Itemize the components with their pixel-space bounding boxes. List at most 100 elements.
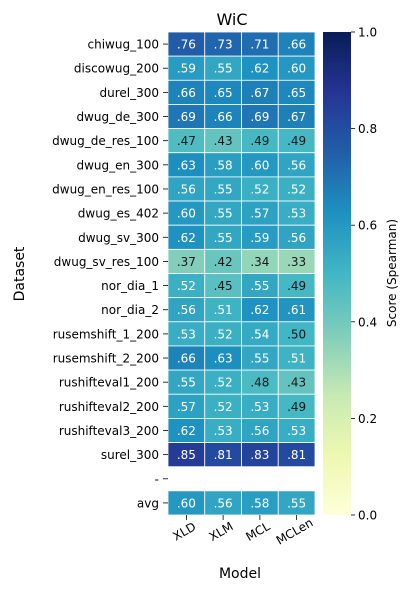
cell-value-label: .34	[250, 255, 269, 269]
row-tick-label: dwug_sv_res_100	[54, 255, 159, 269]
cell-value-label: .61	[287, 303, 306, 317]
cell-value-label: .55	[214, 182, 233, 196]
row-tick-label: surel_300	[101, 448, 159, 462]
heatmap-cell	[167, 321, 206, 347]
cell-value-label: .81	[287, 448, 306, 462]
cell-value-label: .56	[250, 424, 269, 438]
cell-value-label: .54	[250, 327, 269, 341]
cell-value-label: .81	[214, 448, 233, 462]
row-tick-label: nor_dia_1	[101, 279, 159, 293]
cell-value-label: .67	[250, 86, 269, 100]
cell-value-label: .76	[177, 38, 196, 52]
heatmap-cell	[277, 104, 316, 129]
heatmap-cell	[241, 321, 279, 347]
cell-value-label: .53	[177, 327, 196, 341]
heatmap-cell	[204, 345, 242, 371]
heatmap-cell	[167, 297, 206, 323]
row-tick-label: dwug_sv_300	[78, 231, 159, 245]
cell-value-label: .49	[287, 134, 306, 148]
heatmap-cell	[204, 490, 242, 516]
cell-value-label: .55	[250, 279, 269, 293]
heatmap-cell	[204, 152, 242, 178]
cell-value-label: .51	[287, 352, 306, 366]
cell-value-label: .63	[214, 352, 233, 366]
heatmap-cell	[277, 442, 316, 468]
row-tick-label: dwug_en_300	[76, 158, 159, 172]
cell-value-label: .53	[287, 424, 306, 438]
cell-value-label: .67	[287, 110, 306, 124]
heatmap-cell	[204, 273, 242, 299]
cell-value-label: .69	[177, 110, 196, 124]
cell-value-label: .56	[177, 182, 196, 196]
cell-value-label: .56	[287, 158, 306, 172]
heatmap-cell	[277, 273, 316, 299]
cell-value-label: .55	[214, 62, 233, 76]
heatmap-cell	[167, 393, 206, 419]
colorbar	[323, 32, 351, 515]
heatmap-cell	[241, 490, 279, 516]
row-tick-label: avg	[137, 496, 159, 510]
cell-value-label: .66	[287, 38, 306, 52]
heatmap-cell	[241, 200, 279, 226]
cell-value-label: .53	[250, 400, 269, 414]
colorbar-tick-label: 0.2	[358, 412, 377, 426]
heatmap-cell	[241, 128, 279, 154]
cell-value-label: .53	[287, 207, 306, 221]
heatmap-cell	[241, 176, 279, 202]
cell-value-label: .65	[287, 86, 306, 100]
heatmap-cell	[167, 248, 206, 274]
cell-value-label: .52	[250, 182, 269, 196]
column-tick-label: MCL	[243, 519, 272, 544]
heatmap-cell	[204, 321, 242, 347]
cell-value-label: .52	[214, 400, 233, 414]
cell-value-label: .60	[177, 207, 196, 221]
row-tick-label: nor_dia_2	[101, 303, 159, 317]
heatmap-cell	[277, 417, 316, 443]
heatmap-cell	[204, 442, 242, 468]
heatmap-cell	[277, 79, 316, 105]
column-tick-label: MCLen	[274, 515, 316, 547]
heatmap-cell	[277, 176, 316, 202]
cell-value-label: .66	[214, 110, 233, 124]
cell-value-label: .62	[177, 231, 196, 245]
cell-value-label: .49	[287, 400, 306, 414]
cell-value-label: .45	[214, 279, 233, 293]
heatmap-cell	[277, 393, 316, 419]
cell-value-label: .49	[250, 134, 269, 148]
cell-value-label: .56	[177, 303, 196, 317]
cell-value-label: .55	[250, 352, 269, 366]
cell-value-label: .50	[287, 327, 306, 341]
row-tick-label: rusemshift_2_200	[53, 352, 159, 366]
cell-value-label: .51	[214, 303, 233, 317]
cell-value-label: .59	[177, 62, 196, 76]
cell-value-label: .62	[250, 303, 269, 317]
cell-value-label: .33	[287, 255, 306, 269]
colorbar-tick-label: 0.0	[358, 509, 377, 523]
column-tick-labels: XLD XLM MCL MCLen	[170, 515, 316, 548]
cell-value-label: .52	[287, 182, 306, 196]
cell-value-label: .55	[177, 376, 196, 390]
cell-value-label: .66	[177, 352, 196, 366]
cell-value-label: .85	[177, 448, 196, 462]
colorbar-tick-label: 0.8	[358, 122, 377, 136]
heatmap-cell	[277, 55, 316, 81]
cell-value-label: .56	[287, 231, 306, 245]
heatmap-cell	[241, 152, 279, 178]
cell-value-label: .55	[214, 231, 233, 245]
cell-value-label: .56	[214, 496, 233, 510]
cell-value-label: .62	[250, 62, 269, 76]
heatmap-cell	[277, 31, 316, 57]
cell-value-label: .57	[177, 400, 196, 414]
cell-value-label: .55	[287, 496, 306, 510]
cell-value-label: .57	[250, 207, 269, 221]
cell-value-label: .59	[250, 231, 269, 245]
cell-value-label: .63	[177, 158, 196, 172]
heatmap-cell	[277, 297, 316, 323]
row-tick-label: durel_300	[99, 86, 159, 100]
heatmap-cell	[241, 369, 279, 395]
row-tick-label: chiwug_100	[88, 38, 159, 52]
y-axis-label: Dataset	[12, 246, 28, 301]
x-axis-label: Model	[219, 566, 261, 582]
colorbar-tick-label: 0.6	[358, 219, 377, 233]
